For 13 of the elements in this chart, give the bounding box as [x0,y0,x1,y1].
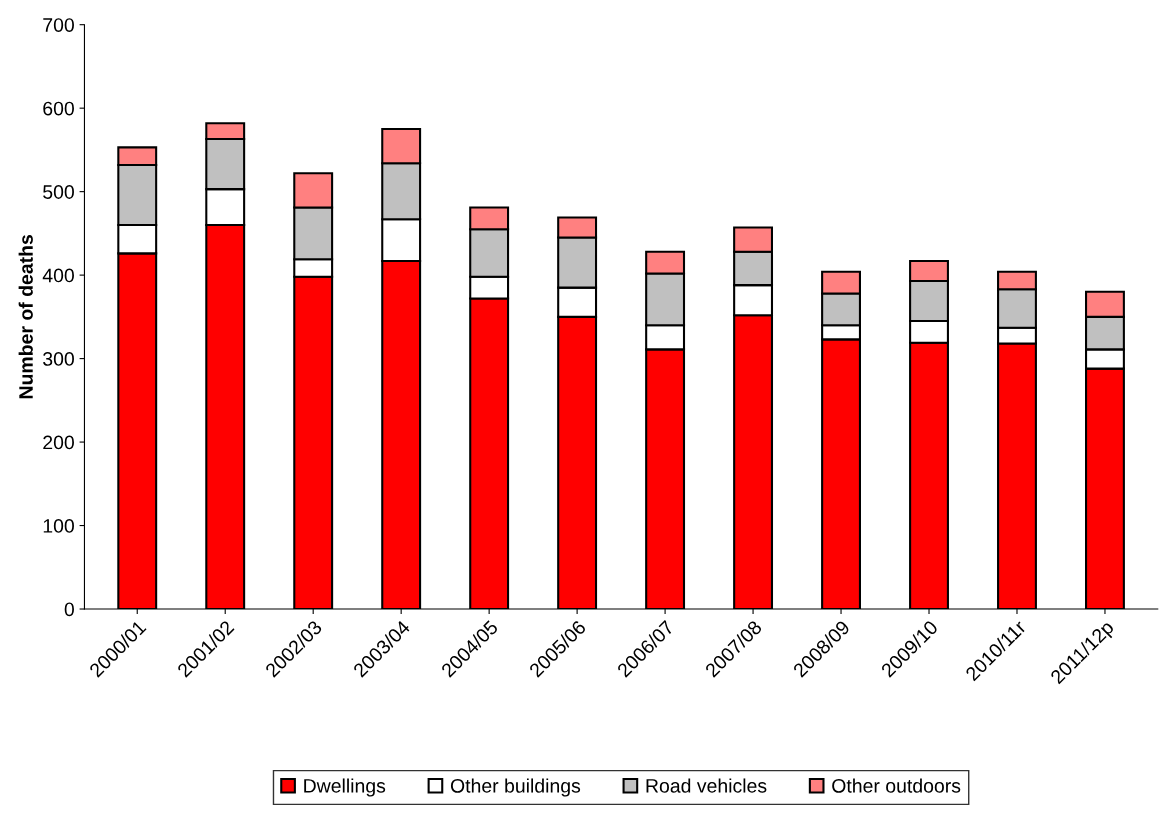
y-tick-label: 700 [43,18,74,32]
y-axis-title: Number of deaths [18,235,33,399]
y-tick-label: 400 [42,268,74,283]
y-tick-label: 100 [43,519,74,533]
legend-label: Road vehicles [646,778,767,793]
y-tick-label: 200 [43,435,74,450]
legend-label: Other buildings [450,778,581,797]
y-tick-label: 0 [64,602,74,617]
legend-label: Other outdoors [832,778,961,793]
legend-label: Dwellings [304,778,386,797]
y-tick-label: 500 [43,185,74,199]
y-tick-label: 300 [43,352,74,366]
y-tick-label: 600 [43,101,74,116]
